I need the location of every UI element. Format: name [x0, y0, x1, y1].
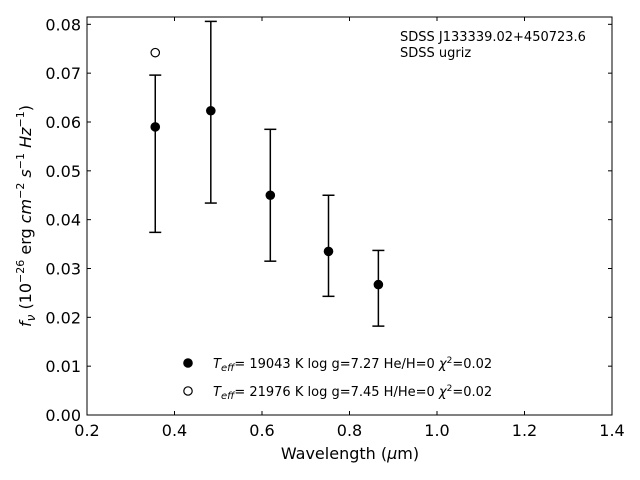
- legend-marker-open: [183, 386, 193, 396]
- y-tick-label: 0.08: [45, 15, 81, 34]
- photometry-annotation: SDSS ugriz: [400, 46, 471, 61]
- y-tick-label: 0.03: [45, 259, 81, 278]
- x-tick-label: 0.8: [337, 421, 362, 440]
- data-point-filled: [265, 190, 276, 201]
- y-tick-label: 0.00: [45, 406, 81, 425]
- data-point-filled: [206, 105, 216, 116]
- data-markers: [150, 47, 384, 290]
- y-tick-label: 0.02: [45, 308, 81, 327]
- data-point-open: [150, 47, 161, 58]
- y-tick-label: 0.06: [45, 113, 81, 132]
- legend-label: Teff= 21976 K log g=7.45 H/He=0 χ2=0.02: [213, 384, 492, 402]
- legend: Teff= 19043 K log g=7.27 He/H=0 χ2=0.02 T…: [183, 356, 492, 402]
- y-tick-label: 0.04: [45, 211, 81, 230]
- x-tick-label: 0.2: [74, 421, 99, 440]
- y-tick-label: 0.05: [45, 162, 81, 181]
- x-tick-label: 1.2: [512, 421, 537, 440]
- y-axis-label: fν (10−26 erg cm−2 s−1 Hz−1): [14, 105, 38, 327]
- x-axis-ticks: 0.2 0.4 0.6 0.8 1.0 1.2 1.4: [74, 17, 625, 440]
- x-tick-label: 0.4: [162, 421, 187, 440]
- legend-marker-filled: [183, 358, 193, 368]
- x-tick-label: 1.4: [599, 421, 624, 440]
- x-tick-label: 1.0: [424, 421, 449, 440]
- data-point-filled: [323, 246, 334, 257]
- x-tick-label: 0.6: [249, 421, 274, 440]
- data-point-filled: [373, 279, 384, 290]
- y-tick-label: 0.01: [45, 357, 81, 376]
- object-name-annotation: SDSS J133339.02+450723.6: [400, 30, 586, 45]
- legend-label: Teff= 19043 K log g=7.27 He/H=0 χ2=0.02: [213, 356, 492, 374]
- y-tick-label: 0.07: [45, 64, 81, 83]
- data-point-filled: [150, 122, 161, 132]
- x-axis-label: Wavelength (μm): [281, 444, 419, 463]
- y-axis-ticks: 0.00 0.01 0.02 0.03 0.04 0.05 0.06 0.07 0.08: [45, 15, 612, 425]
